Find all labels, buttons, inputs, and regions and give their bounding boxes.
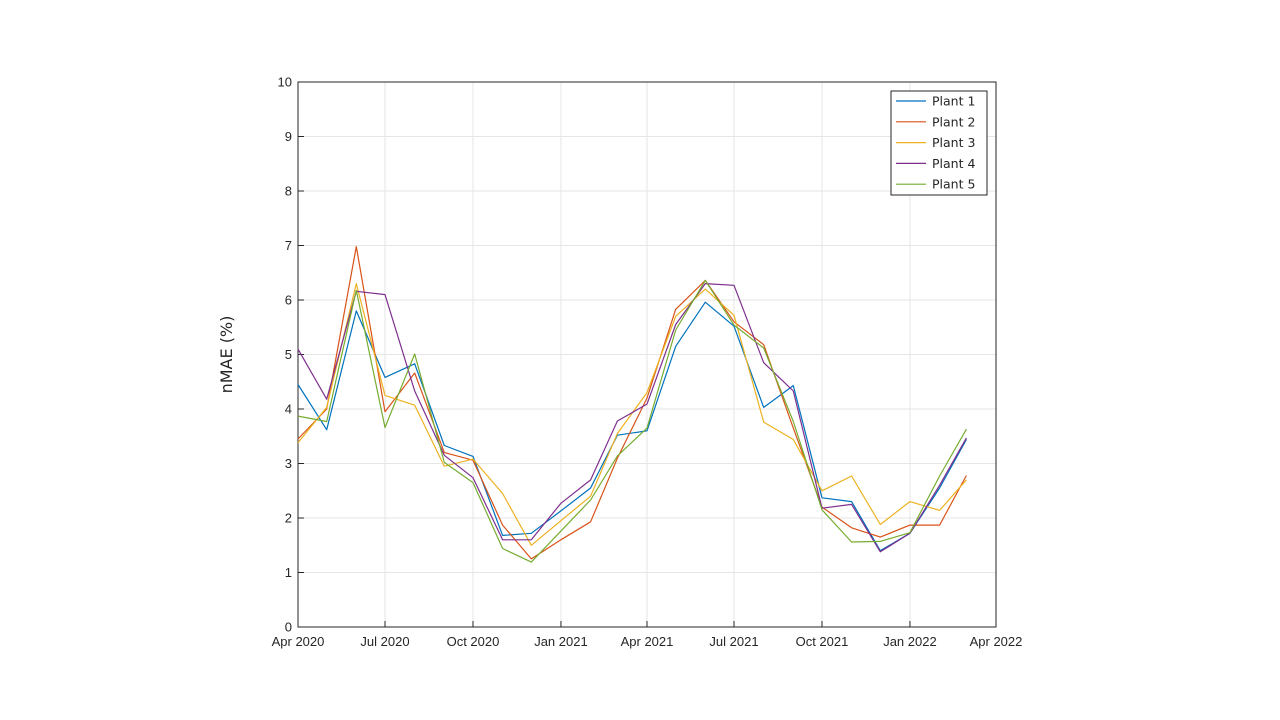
x-tick-label: Jan 2022 bbox=[883, 634, 937, 649]
x-tick-label: Oct 2020 bbox=[447, 634, 500, 649]
legend-label: Plant 1 bbox=[932, 94, 975, 109]
y-tick-label: 8 bbox=[285, 184, 292, 199]
x-tick-label: Jul 2021 bbox=[709, 634, 758, 649]
x-tick-label: Jan 2021 bbox=[534, 634, 588, 649]
y-tick-label: 4 bbox=[285, 402, 292, 417]
y-axis-title: nMAE (%) bbox=[217, 316, 236, 394]
series-line-plant-5 bbox=[297, 279, 967, 563]
y-tick-label: 3 bbox=[285, 456, 292, 471]
legend-label: Plant 3 bbox=[932, 135, 975, 150]
y-tick-label: 9 bbox=[285, 129, 292, 144]
legend-label: Plant 4 bbox=[932, 156, 975, 171]
series-line-plant-4 bbox=[297, 283, 967, 553]
x-tick-label: Jul 2020 bbox=[360, 634, 409, 649]
y-tick-label: 6 bbox=[285, 293, 292, 308]
y-tick-label: 2 bbox=[285, 511, 292, 526]
axis-ticks: 0 1 2 3 4 5 6 7 8 9 10 Apr 2020 Jul 2020 Oct 2020 Jan … bbox=[272, 75, 1023, 650]
x-tick-label: Oct 2021 bbox=[796, 634, 849, 649]
x-tick-label: Apr 2021 bbox=[621, 634, 674, 649]
x-tick-label: Apr 2022 bbox=[970, 634, 1023, 649]
legend: Plant 1 Plant 2 Plant 3 Plant 4 Plant 5 bbox=[890, 90, 988, 196]
legend-label: Plant 5 bbox=[932, 177, 975, 192]
data-series bbox=[297, 246, 967, 563]
y-tick-label: 0 bbox=[285, 620, 292, 635]
series-line-plant-2 bbox=[297, 246, 967, 560]
y-tick-label: 10 bbox=[278, 75, 292, 90]
y-tick-label: 7 bbox=[285, 238, 292, 253]
x-tick-label: Apr 2020 bbox=[272, 634, 325, 649]
legend-label: Plant 2 bbox=[932, 114, 975, 129]
y-tick-label: 5 bbox=[285, 347, 292, 362]
y-tick-label: 1 bbox=[285, 565, 292, 580]
